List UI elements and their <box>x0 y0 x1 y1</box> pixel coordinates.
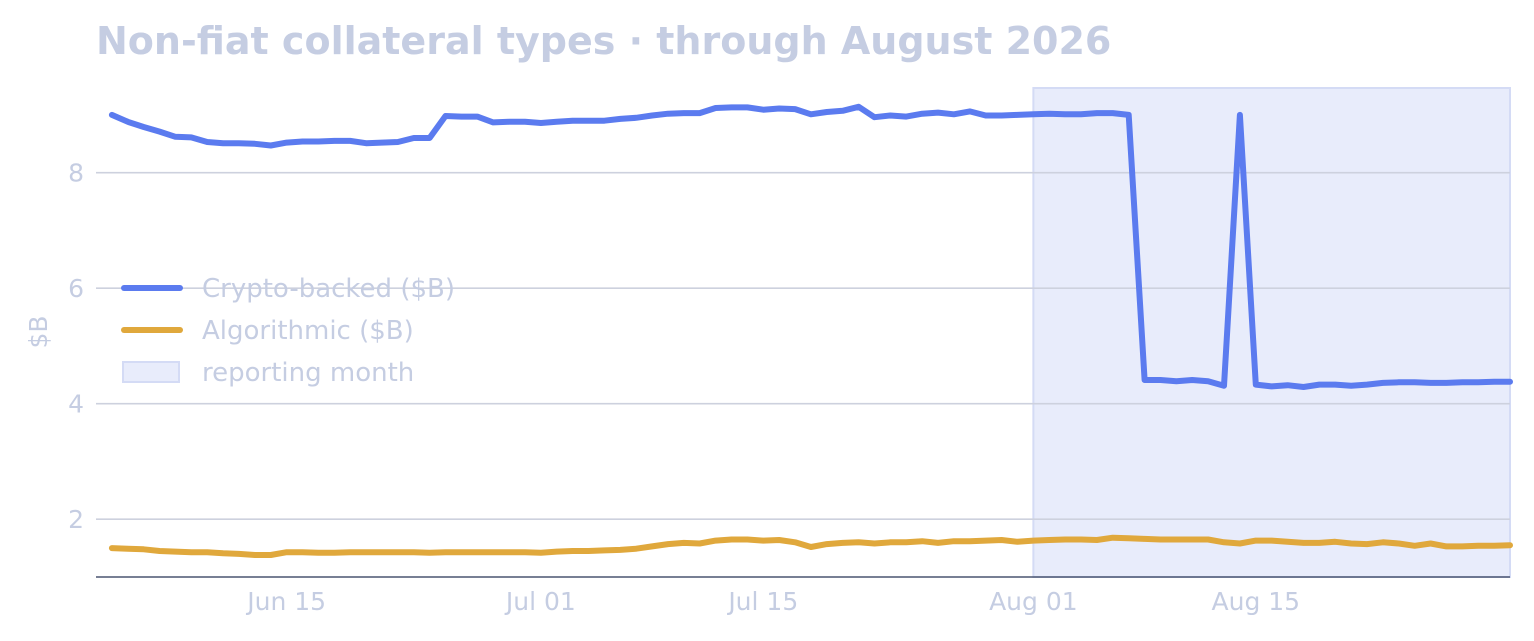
y-axis-label: $B <box>24 315 53 348</box>
x-tick-label: Jul 01 <box>504 587 576 616</box>
legend-label: reporting month <box>202 358 414 388</box>
y-tick-label: 4 <box>68 390 84 419</box>
legend-swatch <box>122 361 180 383</box>
series-line-crypto-backed-b <box>108 103 1513 390</box>
x-tick-label: Aug 01 <box>989 587 1078 616</box>
legend: Crypto-backed ($B) Algorithmic ($B) report… <box>121 274 455 388</box>
x-tick-label: Jul 15 <box>726 587 798 616</box>
x-tick-labels: Jun 15 Jul 01 Jul 15 Aug 01 Aug 15 <box>245 587 1300 616</box>
y-tick-labels: 2 4 6 8 <box>68 159 84 535</box>
y-tick-label: 8 <box>68 159 84 188</box>
x-tick-label: Jun 15 <box>245 587 326 616</box>
series-line-algorithmic-b <box>108 534 1513 558</box>
chart-title: Non-fiat collateral types · through Augu… <box>96 19 1111 63</box>
legend-label: Algorithmic ($B) <box>202 316 414 346</box>
shaded-region-reporting-month <box>1032 87 1511 578</box>
y-tick-label: 2 <box>68 505 84 534</box>
x-tick-label: Aug 15 <box>1212 587 1301 616</box>
grid-layer <box>96 171 1510 521</box>
shaded-region-layer <box>1032 87 1511 578</box>
legend-label: Crypto-backed ($B) <box>202 274 455 304</box>
y-tick-label: 6 <box>68 274 84 303</box>
series-layer <box>108 103 1513 558</box>
